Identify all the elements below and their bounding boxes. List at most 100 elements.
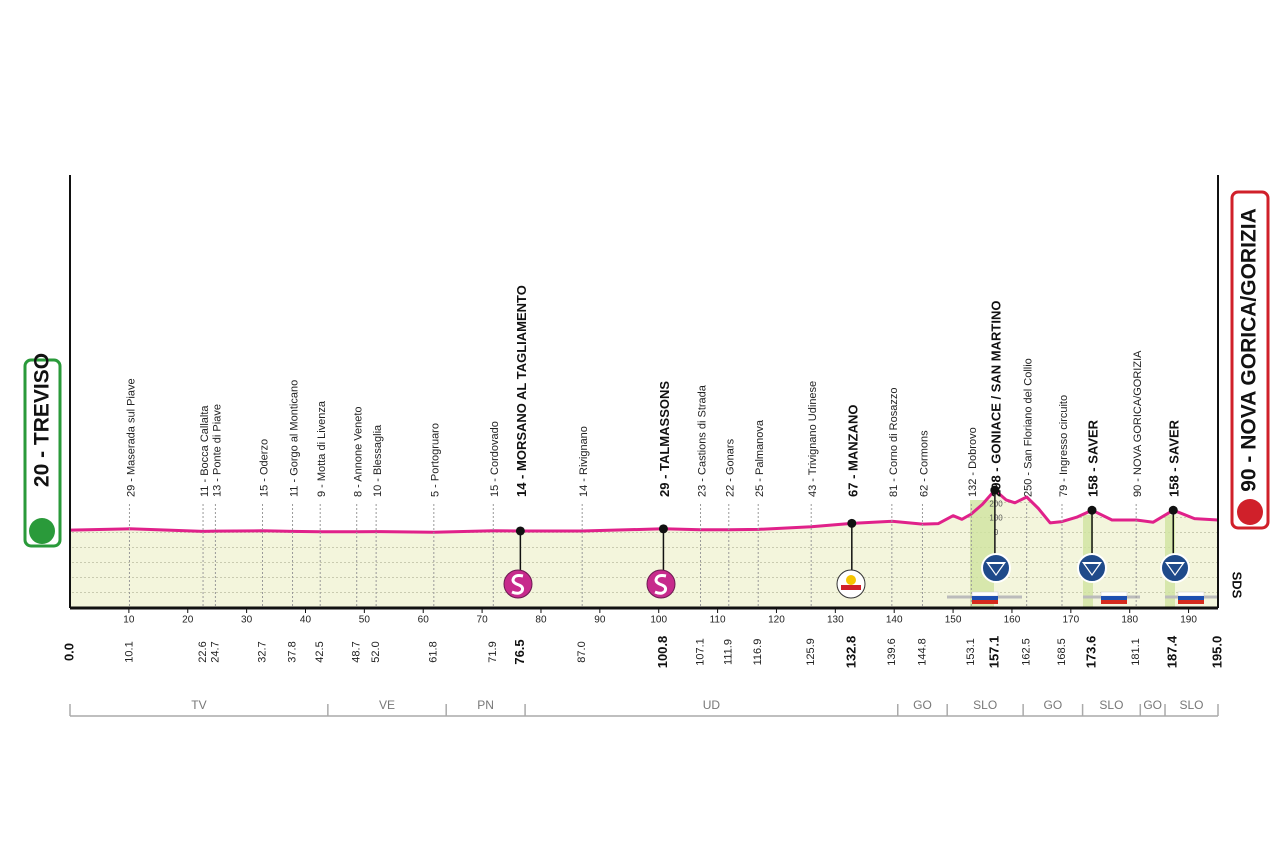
x-tick-label: 160 bbox=[1004, 615, 1021, 626]
km-label: 132.8 bbox=[843, 636, 858, 669]
border-markers bbox=[947, 591, 1218, 604]
x-tick-label: 100 bbox=[650, 615, 667, 626]
region-label: SLO bbox=[1179, 698, 1203, 712]
km-label: 37.8 bbox=[286, 641, 298, 662]
x-tick-label: 150 bbox=[945, 615, 962, 626]
waypoint-label: 11 - Gorgo al Monticano bbox=[288, 380, 300, 497]
region-label: GO bbox=[913, 698, 932, 712]
km-label: 157.1 bbox=[986, 636, 1001, 669]
km-label: 125.9 bbox=[805, 638, 817, 666]
sprint-icon bbox=[503, 569, 533, 599]
waypoint-label: 29 - TALMASSONS bbox=[657, 381, 672, 497]
km-label: 48.7 bbox=[351, 641, 363, 662]
km-label: 107.1 bbox=[694, 638, 706, 666]
km-label: 24.7 bbox=[209, 641, 221, 662]
km-label: 76.5 bbox=[512, 639, 527, 664]
waypoint-label: 23 - Castions di Strada bbox=[696, 384, 708, 497]
waypoint-label: 8 - Annone Veneto bbox=[353, 406, 365, 497]
waypoint-label: 14 - Rivignano bbox=[578, 426, 590, 497]
sponsor-icon bbox=[836, 569, 866, 599]
km-label: 173.6 bbox=[1083, 636, 1098, 669]
profile-area bbox=[70, 490, 1218, 608]
region-label: PN bbox=[477, 698, 494, 712]
km-label: 111.9 bbox=[723, 639, 735, 665]
waypoint-label: 15 - Oderzo bbox=[258, 439, 270, 497]
km-label: 153.1 bbox=[965, 638, 977, 666]
x-tick-label: 10 bbox=[123, 615, 135, 626]
km-label: 52.0 bbox=[370, 641, 382, 662]
waypoint-label: 250 - San Floriano del Collio bbox=[1023, 358, 1035, 497]
waypoint-dot bbox=[1087, 505, 1097, 515]
x-tick-label: 70 bbox=[477, 615, 489, 626]
waypoint-label: 132 - Dobrovo bbox=[967, 427, 979, 497]
waypoint-label: 10 - Blessaglia bbox=[372, 424, 384, 497]
waypoint-label: 9 - Motta di Livenza bbox=[316, 400, 328, 497]
km-label: 144.8 bbox=[916, 638, 928, 666]
x-tick-label: 120 bbox=[768, 615, 785, 626]
waypoint-label: 22 - Gonars bbox=[725, 438, 737, 497]
region-label: TV bbox=[191, 698, 206, 712]
km-label: 42.5 bbox=[314, 641, 326, 662]
y-tick-label: 200 bbox=[989, 499, 1003, 508]
x-tick-label: 90 bbox=[594, 615, 606, 626]
km-label: 168.5 bbox=[1056, 638, 1068, 666]
waypoint-label: 67 - MANZANO bbox=[845, 405, 860, 497]
region-label: SLO bbox=[1099, 698, 1123, 712]
km-label: 116.9 bbox=[752, 639, 764, 666]
x-tick-label: 170 bbox=[1062, 615, 1079, 626]
region-label: VE bbox=[379, 698, 395, 712]
km-label: 87.0 bbox=[576, 641, 588, 662]
x-tick-label: 60 bbox=[418, 615, 430, 626]
climb-highlight bbox=[970, 500, 994, 608]
km-label: 100.8 bbox=[655, 636, 670, 669]
x-tick-label: 180 bbox=[1121, 615, 1138, 626]
waypoint-label: 90 - NOVA GORICA/GORIZIA bbox=[1132, 350, 1144, 497]
finish-label: 90 - NOVA GORICA/GORIZIA bbox=[1238, 208, 1261, 492]
kom-icon bbox=[1077, 553, 1107, 583]
km-label: 195.0 bbox=[1209, 636, 1224, 669]
km-label: 181.1 bbox=[1130, 638, 1142, 666]
waypoint-label: 81 - Corno di Rosazzo bbox=[888, 388, 900, 497]
x-tick-label: 140 bbox=[886, 615, 903, 626]
y-tick-label: 100 bbox=[989, 514, 1003, 523]
km-label: 139.6 bbox=[886, 638, 898, 666]
waypoint-label: 79 - Ingresso circuito bbox=[1058, 395, 1070, 497]
side-label: SDS bbox=[1230, 572, 1245, 599]
waypoint-label: 62 - Cormons bbox=[918, 430, 930, 497]
start-label: 20 - TREVISO bbox=[31, 353, 54, 487]
waypoint-label: 15 - Cordovado bbox=[489, 421, 501, 497]
km-label: 162.5 bbox=[1021, 638, 1033, 666]
finish-box bbox=[1230, 190, 1270, 530]
km-label: 187.4 bbox=[1165, 635, 1180, 668]
waypoint-label: 13 - Ponte di Piave bbox=[211, 404, 223, 497]
x-tick-label: 110 bbox=[710, 615, 726, 626]
kom-icon bbox=[1160, 553, 1190, 583]
km-label: 61.8 bbox=[428, 641, 440, 662]
x-tick-label: 40 bbox=[300, 615, 312, 626]
x-tick-label: 190 bbox=[1180, 615, 1197, 626]
waypoint-dot bbox=[515, 526, 525, 536]
sprint-icon bbox=[646, 569, 676, 599]
x-tick-label: 20 bbox=[182, 615, 194, 626]
waypoint-dot bbox=[990, 485, 1000, 495]
x-tick-label: 30 bbox=[241, 615, 253, 626]
region-label: GO bbox=[1143, 698, 1162, 712]
waypoint-label: 158 - SAVER bbox=[1085, 419, 1100, 497]
region-label: GO bbox=[1044, 698, 1063, 712]
region-label: UD bbox=[703, 698, 721, 712]
waypoint-label: 29 - Maserada sul Piave bbox=[125, 378, 137, 497]
waypoint-label: 14 - MORSANO AL TAGLIAMENTO bbox=[514, 285, 529, 497]
km-label: 0.0 bbox=[61, 643, 76, 661]
waypoint-label: 298 - GONIACE / SAN MARTINO bbox=[988, 301, 1003, 497]
region-label: SLO bbox=[973, 698, 997, 712]
km-label: 22.6 bbox=[197, 641, 209, 662]
waypoint-label: 5 - Portogruaro bbox=[430, 423, 442, 497]
x-tick-label: 130 bbox=[827, 615, 844, 626]
start-icon bbox=[29, 518, 55, 544]
waypoint-label: 11 - Bocca Callalta bbox=[199, 405, 211, 497]
y-tick-label: 0 bbox=[994, 528, 999, 537]
waypoint-dot bbox=[847, 518, 857, 528]
finish-icon bbox=[1237, 499, 1263, 525]
start-box bbox=[23, 358, 62, 548]
